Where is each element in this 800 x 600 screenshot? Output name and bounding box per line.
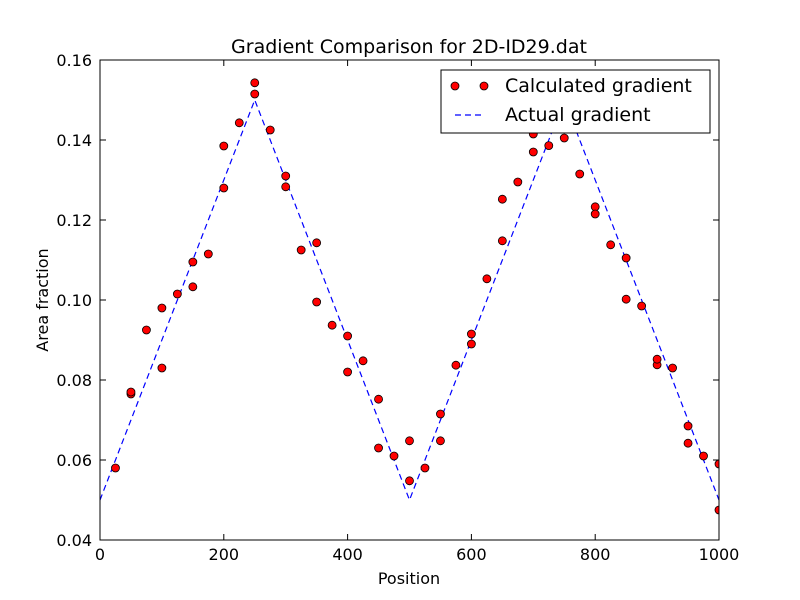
y-tick-label: 0.04	[56, 531, 92, 550]
data-point	[142, 325, 151, 335]
data-point	[389, 451, 399, 461]
data-point	[157, 303, 167, 313]
data-point	[111, 463, 120, 473]
data-point	[157, 363, 167, 373]
data-point	[544, 141, 554, 151]
data-point	[497, 194, 507, 204]
y-axis-label: Area fraction	[33, 248, 52, 351]
data-point	[188, 257, 198, 267]
data-point	[343, 367, 353, 377]
y-tick-label: 0.08	[56, 371, 92, 390]
data-point	[683, 421, 693, 431]
series-line-actual-gradient	[100, 98, 719, 502]
data-point	[126, 387, 136, 397]
data-point	[405, 476, 414, 486]
data-point	[606, 240, 616, 250]
data-point	[203, 249, 213, 259]
y-tick-label: 0.10	[56, 291, 92, 310]
marker-layer	[111, 78, 719, 515]
data-point	[637, 301, 647, 311]
data-point	[250, 89, 260, 99]
line-layer	[100, 98, 719, 502]
data-point	[714, 505, 719, 515]
data-point	[420, 463, 430, 473]
legend-marker-calculated-1	[450, 81, 460, 91]
data-point	[374, 443, 383, 453]
data-point	[683, 438, 693, 448]
data-point	[621, 253, 631, 263]
x-tick-label: 400	[332, 545, 363, 564]
data-point	[559, 133, 569, 143]
data-point	[668, 363, 677, 373]
data-point	[436, 436, 445, 446]
x-tick-label: 800	[580, 545, 611, 564]
data-point	[343, 331, 353, 341]
data-point	[466, 339, 476, 349]
data-point	[265, 125, 275, 135]
data-point	[296, 245, 306, 255]
data-point	[466, 329, 476, 339]
tick-layer: 0 200 400 600 800 1000 0.04 0.06 0.08 0.10 0.12 0.1…	[56, 51, 739, 564]
data-point	[436, 409, 445, 419]
y-tick-label: 0.12	[56, 211, 92, 230]
x-tick-label: 200	[209, 545, 240, 564]
x-tick-label: 0	[95, 545, 105, 564]
data-point	[234, 118, 244, 128]
data-point	[219, 141, 229, 151]
data-point	[281, 171, 291, 181]
data-point	[513, 177, 523, 187]
data-point	[528, 147, 538, 157]
data-point	[714, 459, 719, 469]
data-point	[188, 282, 198, 292]
data-point	[312, 297, 322, 307]
legend-frame	[440, 69, 711, 134]
x-tick-label: 1000	[699, 545, 740, 564]
data-point	[482, 274, 492, 284]
data-point	[699, 451, 708, 461]
legend: Calculated gradient Actual gradient	[440, 69, 711, 134]
data-point	[652, 354, 662, 364]
y-tick-label: 0.06	[56, 451, 92, 470]
data-point	[219, 183, 229, 193]
data-point	[405, 436, 414, 446]
legend-marker-calculated-2	[479, 81, 489, 91]
y-tick-label: 0.16	[56, 51, 92, 70]
data-point	[590, 209, 600, 219]
data-point	[374, 394, 383, 404]
x-axis-label: Position	[378, 569, 440, 588]
data-point	[250, 78, 260, 88]
chart-title: Gradient Comparison for 2D-ID29.dat	[231, 36, 587, 58]
data-point	[575, 169, 585, 179]
legend-label-calculated: Calculated gradient	[505, 75, 692, 97]
data-point	[451, 360, 461, 370]
data-point	[312, 238, 322, 248]
y-tick-label: 0.14	[56, 131, 92, 150]
data-point	[327, 320, 337, 330]
data-point	[497, 236, 507, 246]
data-point	[358, 356, 368, 366]
plot-area	[100, 78, 719, 515]
data-point	[281, 182, 291, 192]
data-point	[621, 294, 631, 304]
data-point	[172, 289, 182, 299]
x-tick-label: 600	[456, 545, 487, 564]
legend-label-actual: Actual gradient	[505, 104, 651, 126]
